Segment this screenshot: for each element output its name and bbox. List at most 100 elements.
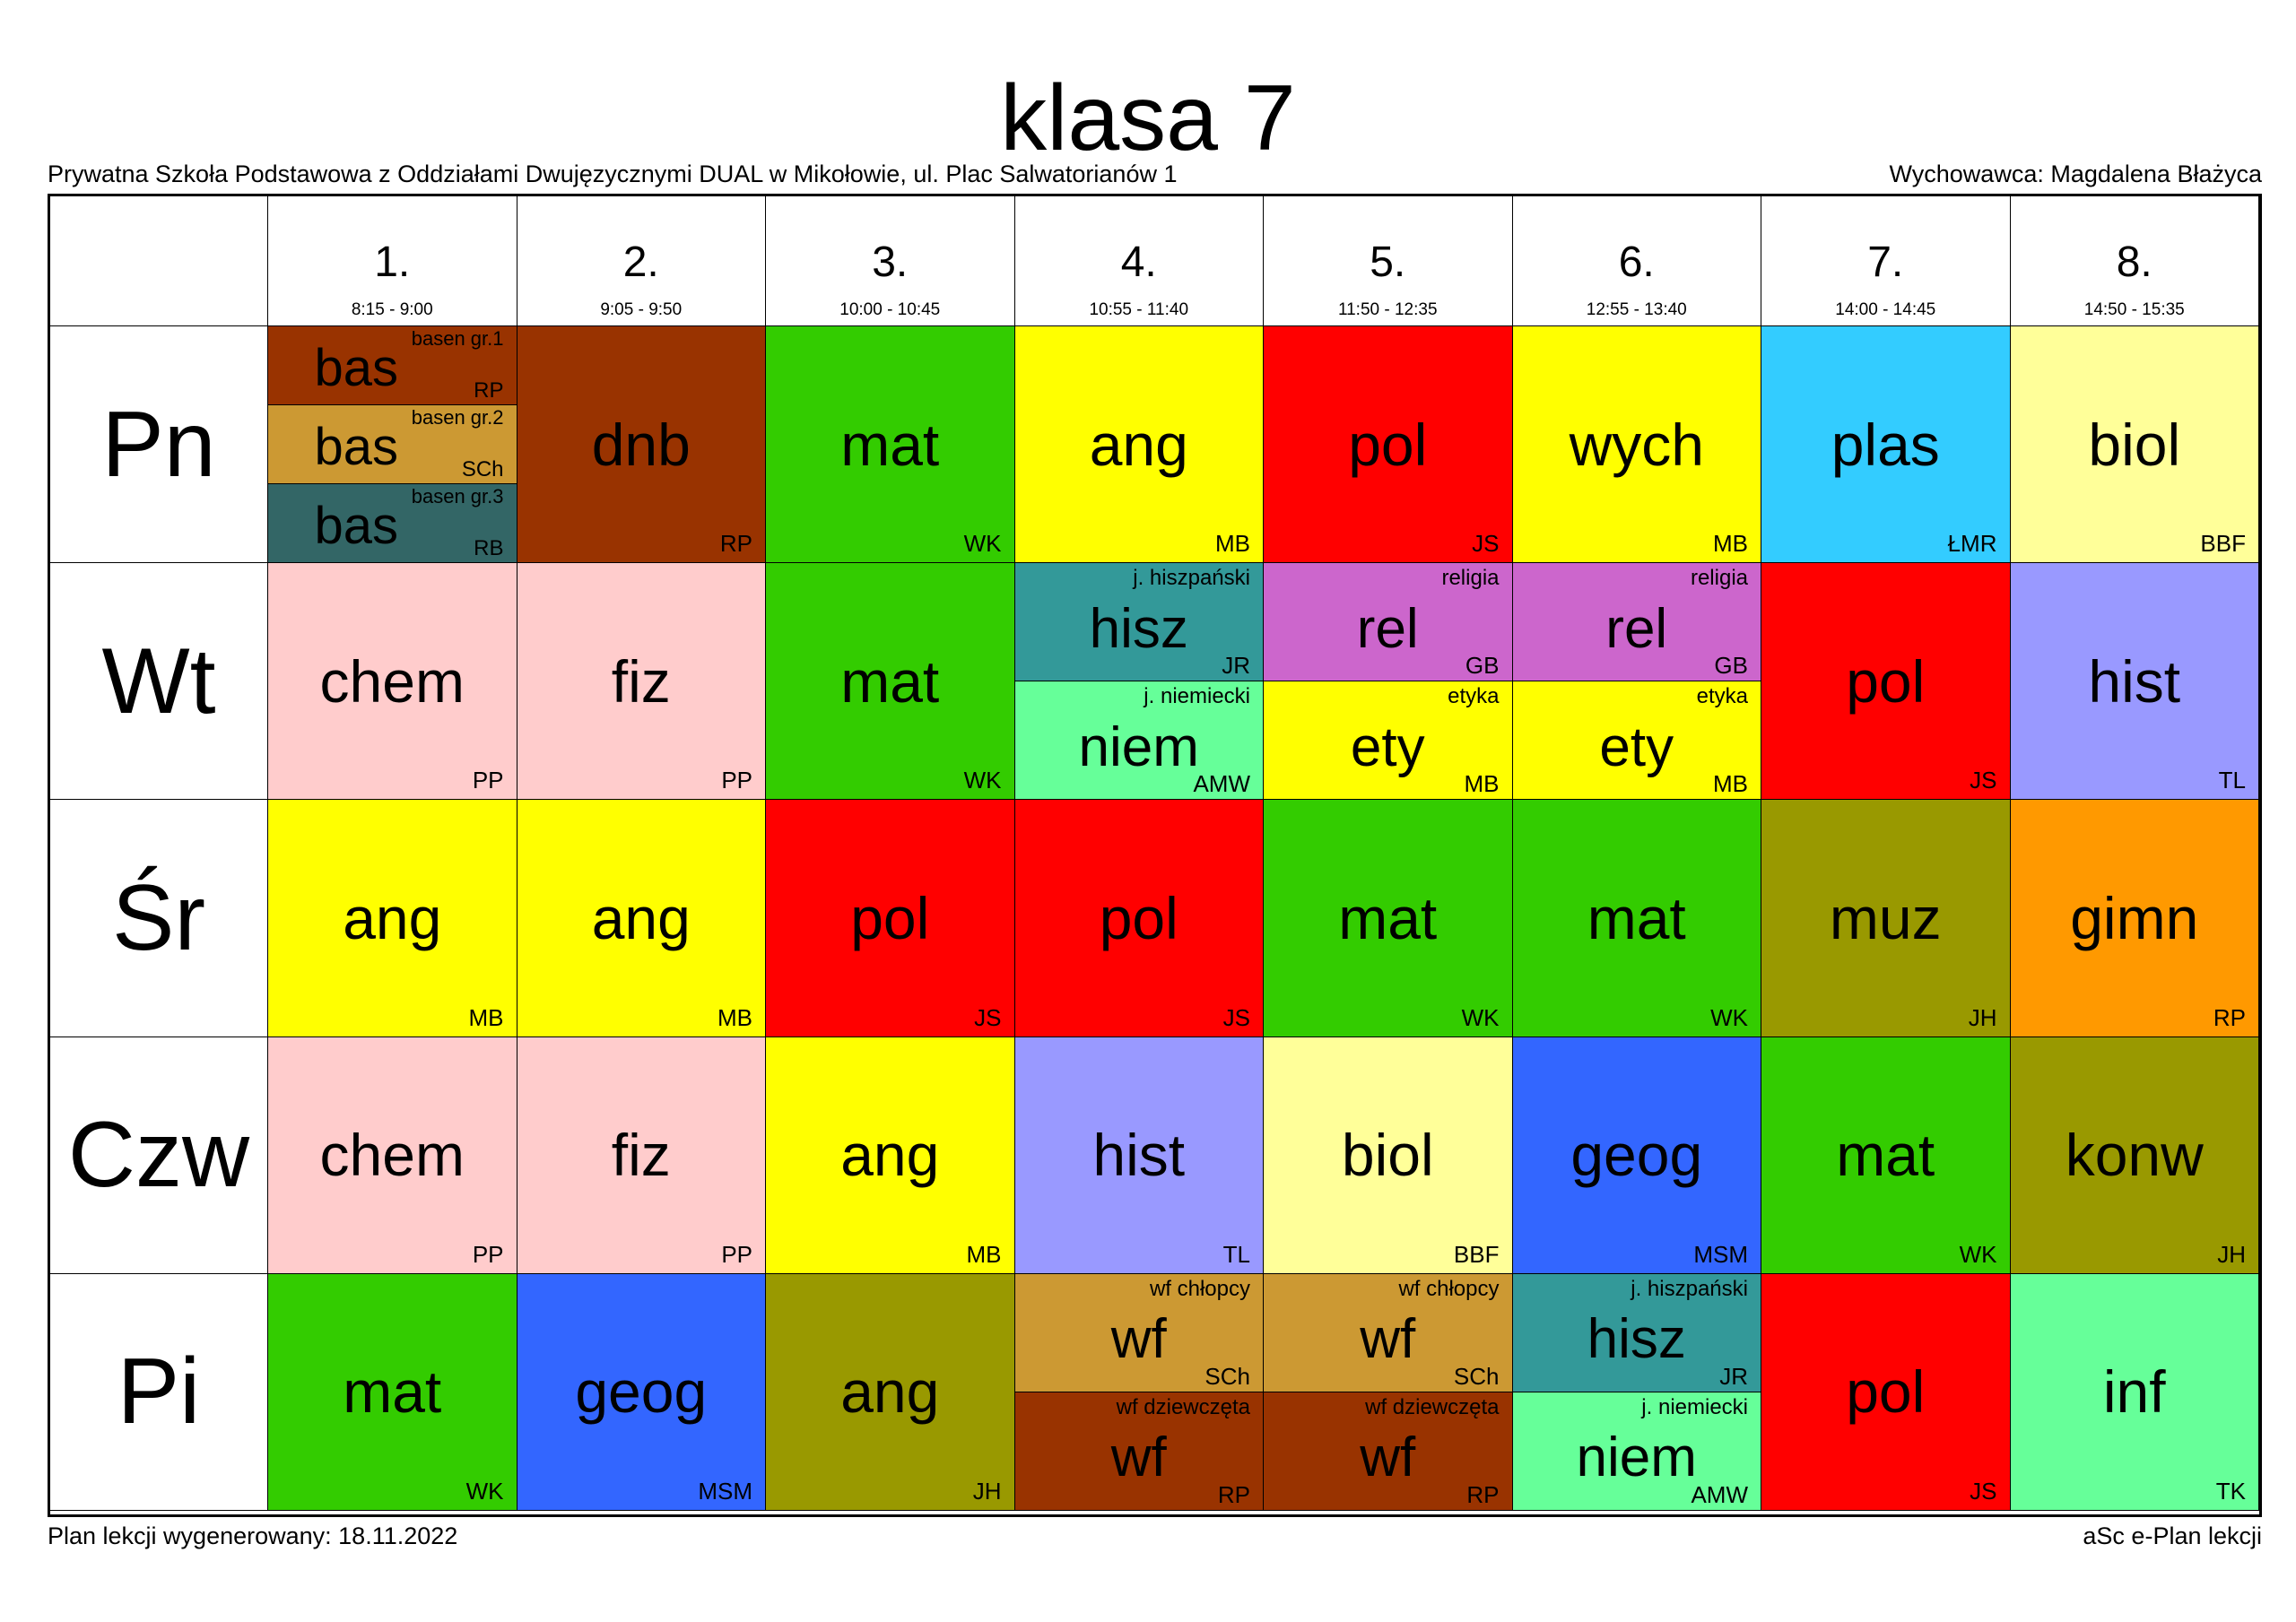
lesson-group: basen gr.1 [411, 327, 504, 350]
period-number: 7. [1867, 239, 1904, 286]
lesson-teacher: GB [1714, 652, 1748, 680]
lesson-teacher: MB [1713, 530, 1748, 558]
period-time: 11:50 - 12:35 [1337, 300, 1438, 319]
lesson-teacher: TL [2218, 767, 2246, 794]
period-header: 5. 11:50 - 12:35 [1264, 196, 1513, 326]
lesson-group: j. niemiecki [1641, 1394, 1748, 1419]
lesson-subject: rel [1356, 597, 1419, 660]
lesson-cell: basen gr.2 bas SCh [268, 405, 517, 485]
lesson-subject: plas [1831, 411, 1940, 478]
period-time: 10:00 - 10:45 [839, 300, 941, 319]
lesson-cell: j. hiszpański hisz JR [1512, 1273, 1761, 1392]
lesson-cell: mat WK [766, 563, 1015, 801]
lesson-subject: mat [1338, 884, 1438, 951]
lesson-cell: gimn RP [2010, 800, 2259, 1037]
lesson-subject: muz [1829, 884, 1942, 951]
lesson-teacher: TK [2215, 1477, 2246, 1505]
lesson-subject: inf [2102, 1358, 2166, 1426]
day-header: Czw [50, 1037, 268, 1274]
lesson-cell: geog MSM [517, 1273, 766, 1511]
lesson-teacher: RB [474, 536, 504, 561]
lesson-teacher: JH [2217, 1240, 2246, 1268]
lesson-teacher: PP [472, 767, 504, 794]
period-header: 1. 8:15 - 9:00 [268, 196, 517, 326]
period-time: 9:05 - 9:50 [600, 300, 683, 319]
lesson-cell: fiz PP [517, 1037, 766, 1274]
lesson-teacher: RP [719, 530, 752, 558]
lesson-teacher: JS [1472, 530, 1500, 558]
lesson-cell: fiz PP [517, 563, 766, 801]
lesson-cell: etyka ety MB [1512, 681, 1761, 801]
lesson-subject: chem [319, 1122, 465, 1189]
lesson-subject: hist [1092, 1122, 1186, 1189]
lesson-subject: pol [850, 884, 930, 951]
lesson-subject: bas [314, 339, 398, 397]
period-header: 3. 10:00 - 10:45 [766, 196, 1015, 326]
lesson-cell: ang MB [268, 800, 517, 1037]
lesson-cell: mat WK [1264, 800, 1513, 1037]
lesson-cell: muz JH [1761, 800, 2011, 1037]
lesson-teacher: SCh [1453, 1362, 1500, 1390]
lesson-cell: wf chłopcy wf SCh [1264, 1273, 1513, 1392]
lesson-subject: pol [1099, 884, 1178, 951]
lesson-subject: biol [1341, 1122, 1434, 1189]
lesson-subject: dnb [591, 411, 691, 478]
lesson-subject: wf [1360, 1308, 1416, 1371]
lesson-teacher: AMW [1691, 1480, 1748, 1508]
lesson-teacher: PP [721, 767, 752, 794]
lesson-group: wf dziewczęta [1365, 1394, 1500, 1419]
page-title: klasa 7 [1000, 66, 1296, 170]
lesson-group: basen gr.3 [411, 485, 504, 508]
lesson-subject: niem [1078, 716, 1199, 778]
lesson-subject: hisz [1089, 597, 1188, 660]
lesson-cell: j. hiszpański hisz JR [1014, 563, 1264, 682]
day-header: Pn [50, 326, 268, 564]
lesson-cell: ang MB [766, 1037, 1015, 1274]
lesson-cell: mat WK [1512, 800, 1761, 1037]
day-name: Czw [67, 1103, 250, 1208]
lesson-teacher: WK [1461, 1003, 1500, 1031]
lesson-group: j. hiszpański [1631, 1276, 1748, 1301]
lesson-cell: dnb RP [517, 326, 766, 564]
lesson-teacher: JS [1970, 767, 1997, 794]
lesson-subject: rel [1605, 597, 1668, 660]
period-number: 5. [1370, 239, 1406, 286]
lesson-teacher: PP [721, 1240, 752, 1268]
lesson-teacher: RP [2213, 1003, 2246, 1031]
lesson-cell: chem PP [268, 563, 517, 801]
lesson-cell: religia rel GB [1512, 563, 1761, 682]
lesson-cell: wf dziewczęta wf RP [1264, 1392, 1513, 1511]
lesson-subject: mat [840, 411, 940, 478]
generator-name: aSc e-Plan lekcji [2083, 1522, 2262, 1549]
lesson-subject: wf [1110, 1427, 1167, 1489]
lesson-cell: basen gr.1 bas RP [268, 326, 517, 406]
lesson-subject: gimn [2070, 884, 2199, 951]
period-time: 14:50 - 15:35 [2083, 300, 2185, 319]
corner-cell [50, 196, 268, 326]
lesson-teacher: MB [1713, 770, 1748, 798]
lesson-cell: pol JS [1014, 800, 1264, 1037]
lesson-cell: mat WK [766, 326, 1015, 564]
lesson-teacher: MB [966, 1240, 1002, 1268]
lesson-cell: etyka ety MB [1264, 681, 1513, 801]
period-header: 6. 12:55 - 13:40 [1512, 196, 1761, 326]
lesson-cell: konw JH [2010, 1037, 2259, 1274]
lesson-cell: mat WK [1761, 1037, 2011, 1274]
lesson-cell: ang MB [1014, 326, 1264, 564]
lesson-subject: ety [1350, 716, 1425, 778]
lesson-group: wf dziewczęta [1116, 1394, 1250, 1419]
lesson-cell: pol JS [766, 800, 1015, 1037]
period-time: 12:55 - 13:40 [1586, 300, 1687, 319]
class-tutor: Wychowawca: Magdalena Błażyca [1889, 160, 2262, 187]
lesson-subject: konw [2065, 1122, 2204, 1189]
lesson-subject: chem [319, 647, 465, 715]
lesson-group: religia [1690, 566, 1748, 591]
lesson-cell: hist TL [2010, 563, 2259, 801]
period-number: 1. [374, 239, 411, 286]
lesson-teacher: JS [1222, 1003, 1250, 1031]
period-time: 10:55 - 11:40 [1089, 300, 1189, 319]
lesson-teacher: MSM [698, 1477, 752, 1505]
lesson-subject: mat [840, 647, 940, 715]
lesson-group: wf chłopcy [1149, 1276, 1250, 1301]
lesson-teacher: PP [472, 1240, 504, 1268]
